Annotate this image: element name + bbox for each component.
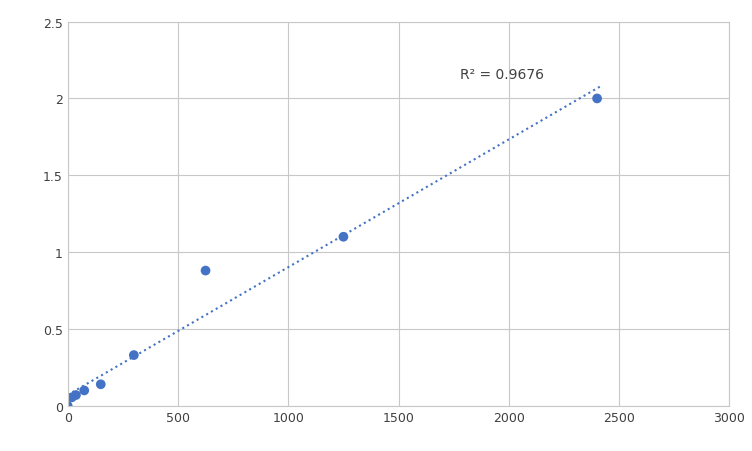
Point bbox=[591, 96, 603, 103]
Point bbox=[66, 394, 77, 401]
Point bbox=[78, 387, 90, 394]
Point bbox=[199, 267, 211, 275]
Point bbox=[70, 391, 82, 399]
Point bbox=[338, 234, 350, 241]
Text: R² = 0.9676: R² = 0.9676 bbox=[460, 68, 544, 82]
Point bbox=[95, 381, 107, 388]
Point bbox=[62, 402, 74, 410]
Point bbox=[128, 352, 140, 359]
